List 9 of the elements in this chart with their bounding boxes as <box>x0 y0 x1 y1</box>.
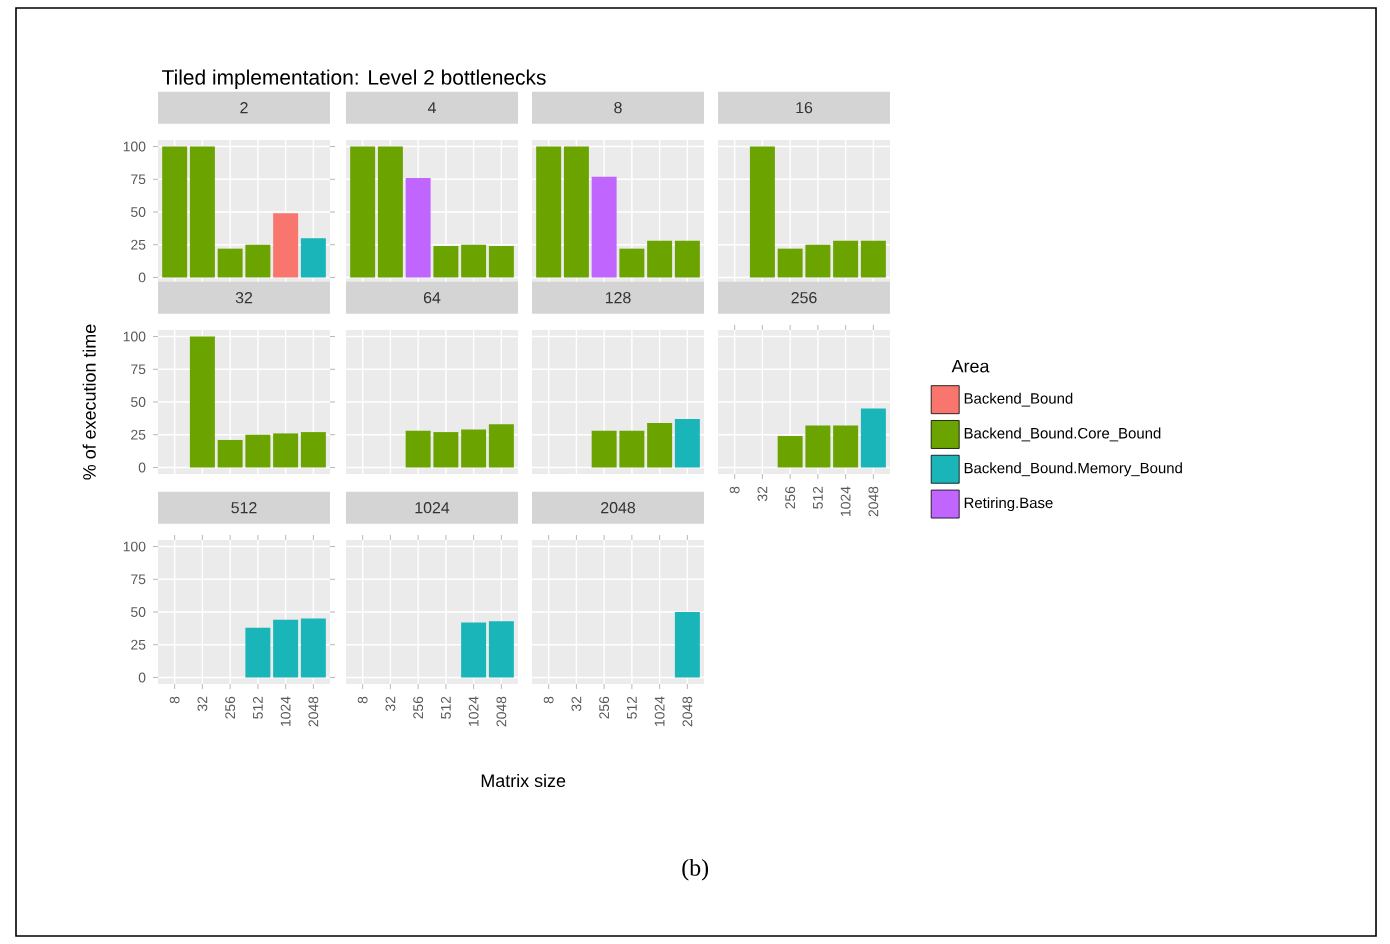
text: (b) <box>682 858 709 881</box>
bar <box>273 213 299 278</box>
legend-title: Area <box>951 359 990 373</box>
bar <box>405 177 431 278</box>
x-axis-title: Matrix size <box>481 773 566 788</box>
y-axis-title: % of execution time <box>82 324 96 480</box>
bar <box>591 176 617 278</box>
chart-title: Tiled implementation: Level 2 bottlenecks <box>162 69 546 89</box>
bar <box>300 238 326 278</box>
